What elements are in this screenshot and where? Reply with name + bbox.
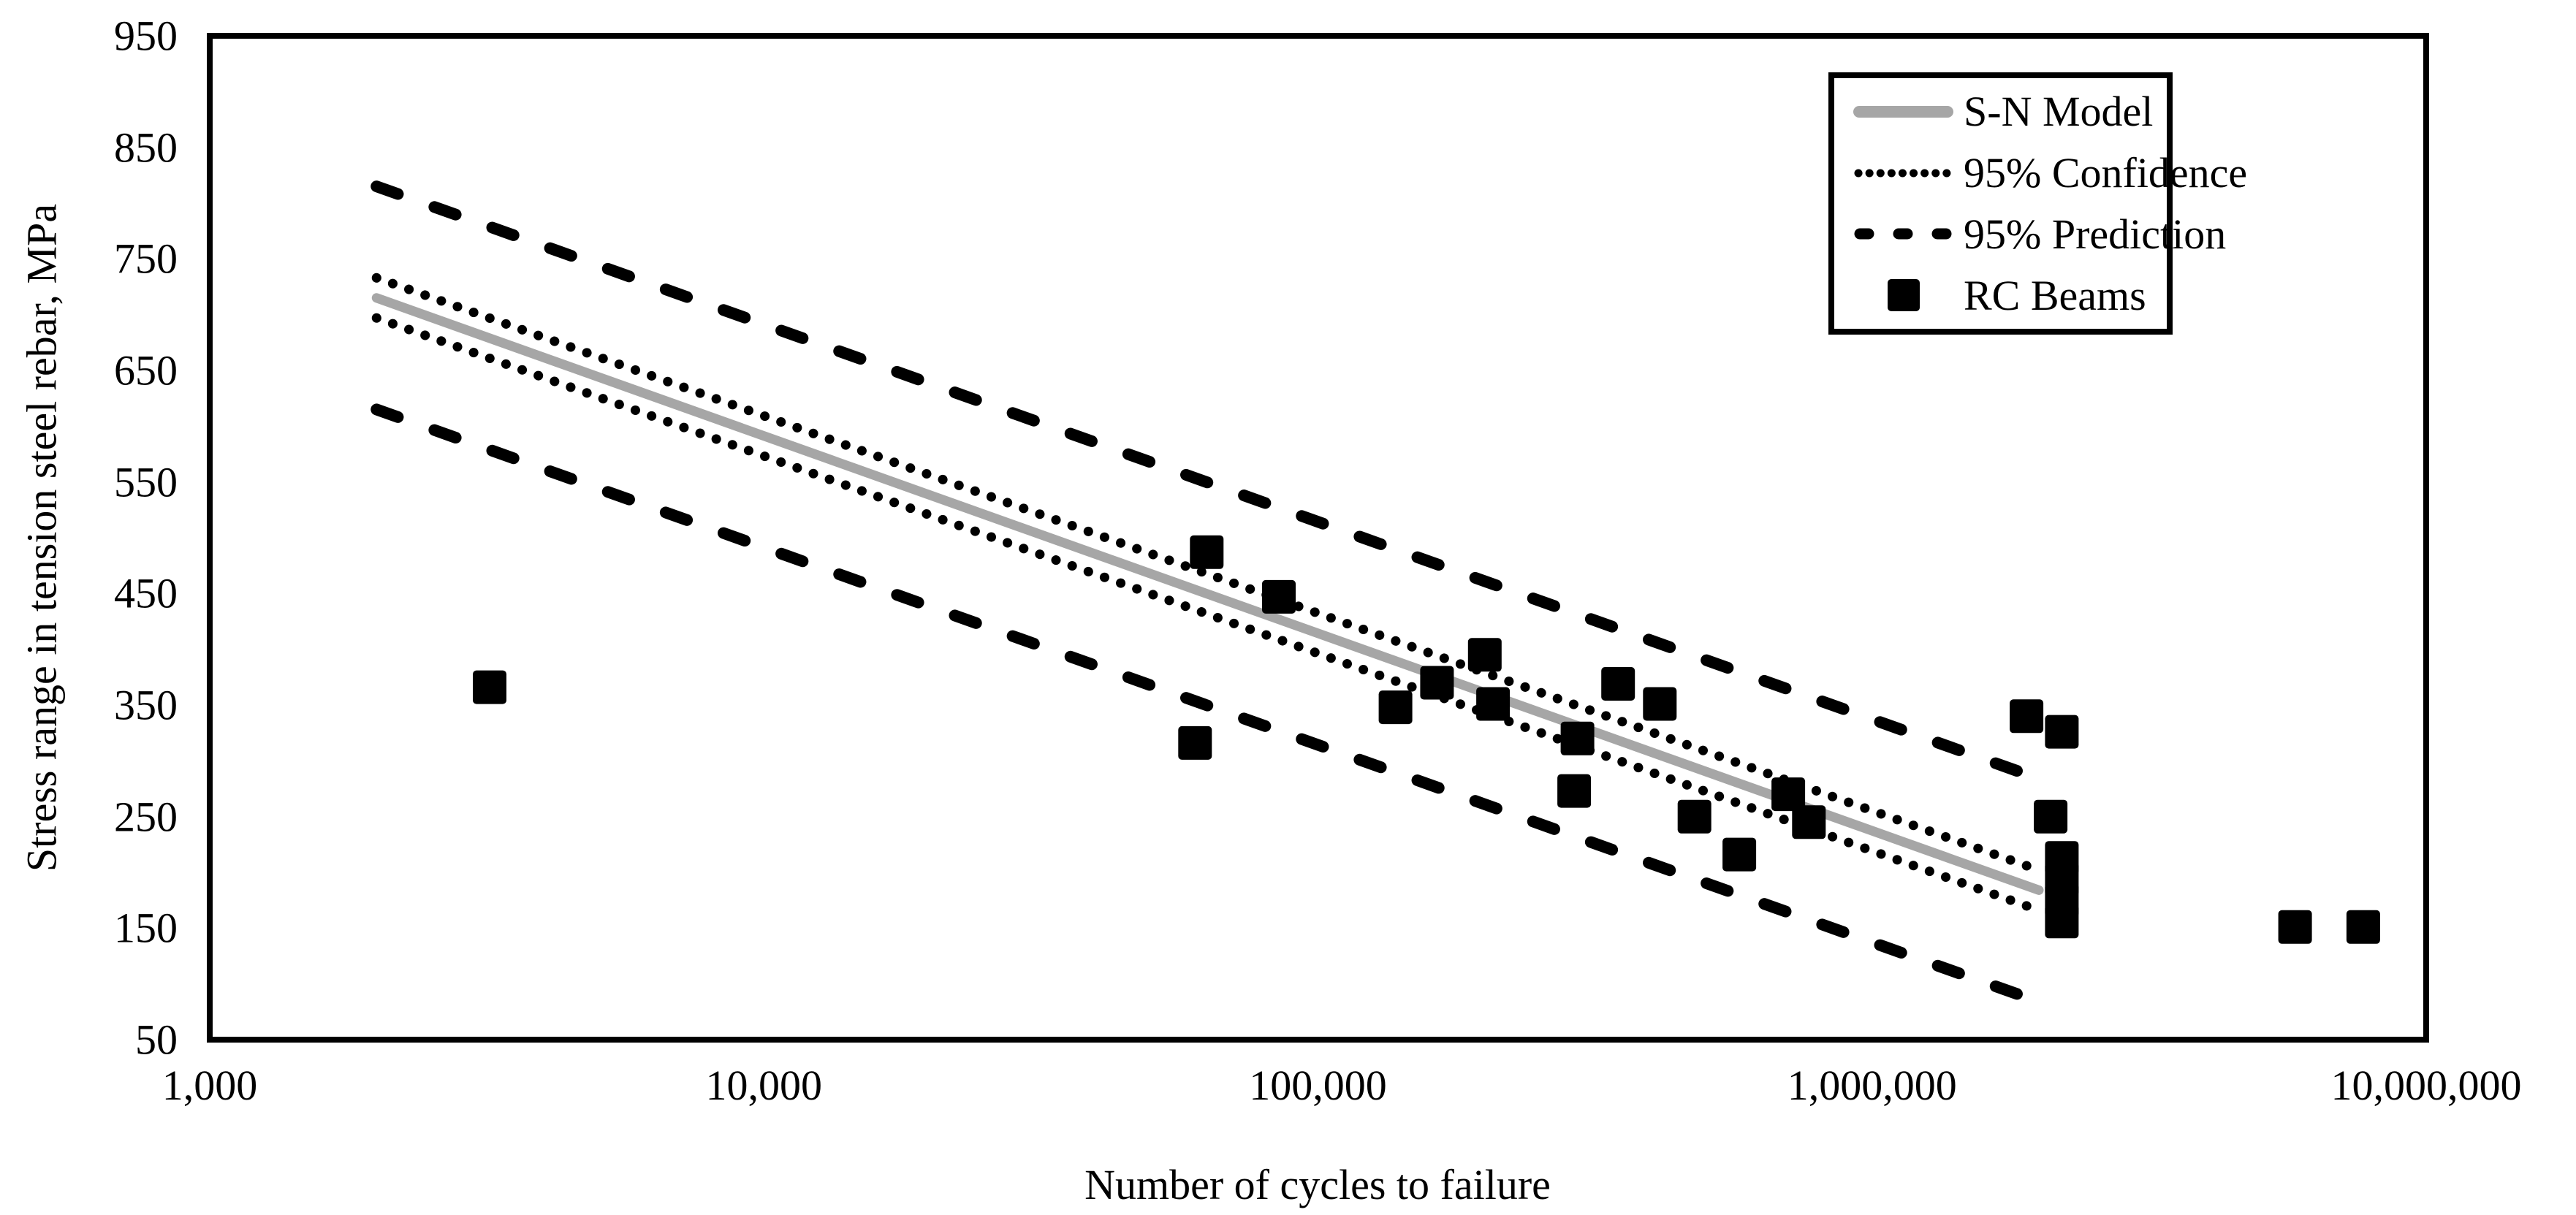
rc-beam-data-point <box>1420 666 1454 700</box>
prediction-upper-line <box>371 180 2045 785</box>
legend-label: S-N Model <box>1964 88 2154 136</box>
x-tick-label: 100,000 <box>1249 1062 1387 1109</box>
legend-label: 95% Prediction <box>1964 210 2227 258</box>
plot-frame <box>207 33 2429 1043</box>
rc-beam-data-point <box>1378 690 1413 725</box>
confidence-upper-line <box>371 273 2044 875</box>
legend-item-confidence: 95% Confidence <box>1834 148 2247 197</box>
x-tick-label: 1,000 <box>162 1062 258 1109</box>
y-tick-label: 450 <box>114 569 178 617</box>
x-tick-label: 10,000,000 <box>2330 1062 2522 1109</box>
rc-beam-data-point <box>2278 910 2312 944</box>
confidence-lower-line <box>371 313 2044 915</box>
rc-beam-data-point <box>1643 687 1677 721</box>
x-tick-label: 10,000 <box>705 1062 823 1109</box>
legend-label: RC Beams <box>1964 271 2146 319</box>
dashed-line-icon <box>1853 227 1953 240</box>
y-tick-label: 50 <box>135 1016 178 1064</box>
rc-beam-data-point <box>1601 667 1635 701</box>
sn-model-line <box>371 293 2044 895</box>
y-tick-label: 150 <box>114 904 178 952</box>
rc-beam-data-point <box>1178 725 1212 760</box>
prediction-lower-line <box>371 403 2045 1008</box>
rc-beam-data-point <box>2045 715 2079 749</box>
dotted-line-icon <box>1853 167 1953 179</box>
black-square-marker-icon <box>1853 279 1953 312</box>
y-tick-label: 350 <box>114 681 178 729</box>
y-tick-label: 250 <box>114 793 178 841</box>
rc-beam-data-point <box>2346 910 2380 944</box>
rc-beam-data-point <box>1262 579 1296 614</box>
y-axis-title: Stress range in tension steel rebar, MPa <box>18 203 66 872</box>
rc-beam-data-point <box>1467 638 1502 672</box>
gray-solid-line-icon <box>1853 105 1953 118</box>
y-tick-label: 550 <box>114 458 178 506</box>
x-axis-title: Number of cycles to failure <box>1084 1161 1551 1208</box>
rc-beam-data-point <box>1190 535 1224 569</box>
rc-beam-data-point <box>1560 721 1595 755</box>
rc-beam-data-point <box>1771 777 1806 812</box>
legend-item-sn-model: S-N Model <box>1834 87 2167 136</box>
rc-beam-data-point <box>1792 805 1826 839</box>
legend: S-N Model 95% Confidence 95% Prediction … <box>1828 72 2247 335</box>
rc-beam-data-point <box>1722 837 1757 872</box>
rc-beam-data-point <box>1476 687 1511 721</box>
rc-beam-data-point <box>2010 699 2044 734</box>
rc-beam-data-point <box>2034 799 2068 834</box>
legend-label: 95% Confidence <box>1964 149 2248 197</box>
legend-item-rc-beams: RC Beams <box>1834 271 2167 320</box>
y-tick-label: 950 <box>114 12 178 60</box>
y-tick-label: 650 <box>114 346 178 395</box>
rc-beam-data-point <box>1677 799 1711 834</box>
rc-beam-data-point <box>473 670 506 704</box>
x-tick-label: 1,000,000 <box>1787 1062 1957 1109</box>
y-tick-label: 850 <box>114 123 178 172</box>
y-tick-label: 750 <box>114 235 178 283</box>
legend-item-prediction: 95% Prediction <box>1834 210 2226 259</box>
rc-beam-data-point <box>1557 774 1592 808</box>
rc-beam-data-point <box>2045 904 2079 939</box>
